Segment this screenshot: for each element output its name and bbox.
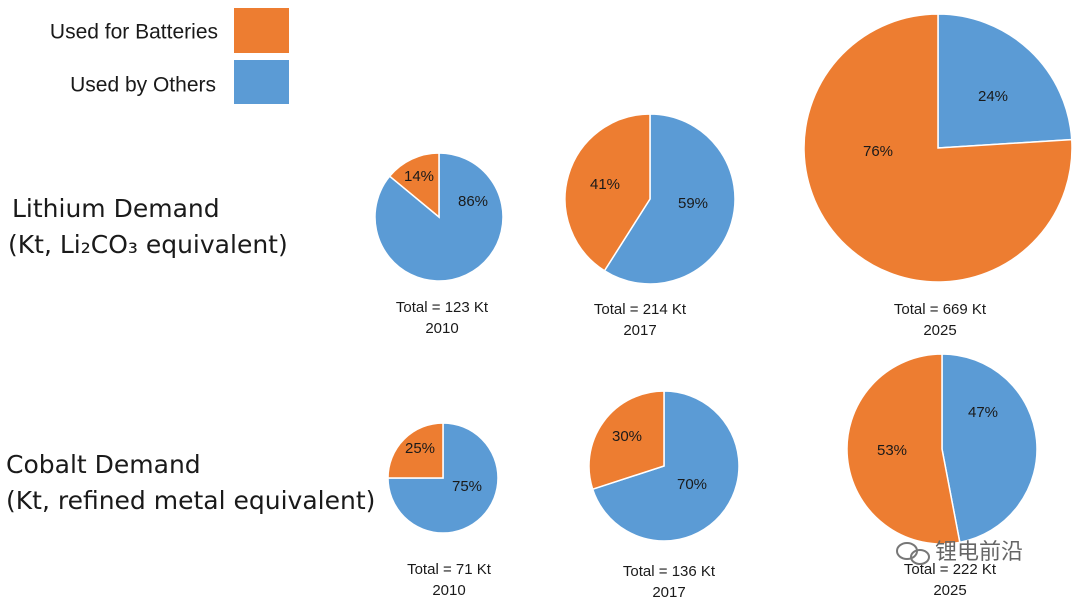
total-label: Total = 669 Kt bbox=[894, 301, 987, 318]
total-label: Total = 214 Kt bbox=[594, 301, 687, 318]
slice-label: 47% bbox=[968, 404, 998, 421]
slice-label: 53% bbox=[877, 442, 907, 459]
total-label: Total = 222 Kt bbox=[904, 561, 997, 578]
row-title: Cobalt Demand bbox=[6, 450, 201, 479]
legend-label: Used by Others bbox=[70, 74, 216, 97]
slice-label: 14% bbox=[404, 168, 434, 185]
total-label: Total = 136 Kt bbox=[623, 563, 716, 580]
watermark-icon bbox=[896, 542, 930, 565]
watermark: 锂电前沿 bbox=[935, 539, 1023, 564]
pie-slice bbox=[387, 422, 444, 479]
legend-swatch bbox=[234, 8, 289, 53]
row-unit: (Kt, refined metal equivalent) bbox=[6, 486, 375, 515]
slice-label: 75% bbox=[452, 478, 482, 495]
pie-slice bbox=[388, 152, 440, 219]
pie-slice bbox=[603, 113, 736, 285]
slice-label: 76% bbox=[863, 143, 893, 160]
slice-label: 25% bbox=[405, 440, 435, 457]
pie-slice bbox=[564, 113, 651, 272]
year-label: 2017 bbox=[623, 322, 656, 339]
slice-label: 59% bbox=[678, 195, 708, 212]
year-label: 2010 bbox=[425, 320, 458, 337]
pie-slice bbox=[803, 13, 1073, 283]
total-label: Total = 123 Kt bbox=[396, 299, 489, 316]
slice-label: 70% bbox=[677, 476, 707, 493]
slice-label: 24% bbox=[978, 88, 1008, 105]
row-title: Lithium Demand bbox=[12, 194, 220, 223]
slice-label: 41% bbox=[590, 176, 620, 193]
total-label: Total = 71 Kt bbox=[407, 561, 492, 578]
legend-label: Used for Batteries bbox=[50, 21, 218, 44]
year-label: 2025 bbox=[923, 322, 956, 339]
legend-swatch bbox=[234, 60, 289, 104]
pie-slice bbox=[941, 353, 1038, 544]
row-unit: (Kt, Li₂CO₃ equivalent) bbox=[8, 230, 288, 259]
pie-slice bbox=[591, 390, 740, 542]
year-label: 2017 bbox=[652, 584, 685, 601]
year-label: 2025 bbox=[933, 582, 966, 599]
slice-label: 30% bbox=[612, 428, 642, 445]
pie-slice bbox=[588, 390, 665, 491]
pie-slice bbox=[937, 13, 1073, 149]
slice-label: 86% bbox=[458, 193, 488, 210]
pie-slice bbox=[846, 353, 961, 545]
year-label: 2010 bbox=[432, 582, 465, 599]
